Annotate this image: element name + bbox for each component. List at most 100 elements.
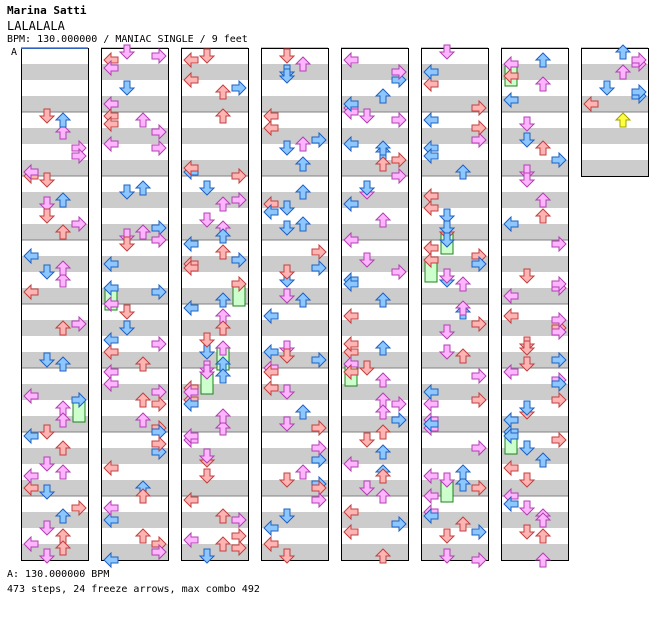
- beat-band: [501, 288, 568, 304]
- beat-band: [21, 240, 88, 256]
- beat-band: [501, 48, 568, 64]
- step-arrow: [54, 528, 72, 544]
- step-arrow: [358, 360, 376, 376]
- chart-stats: 473 steps, 24 freeze arrows, max combo 4…: [7, 584, 260, 595]
- step-arrow: [151, 283, 167, 301]
- step-arrow: [343, 355, 359, 373]
- step-arrow: [438, 232, 456, 248]
- step-arrow: [551, 391, 567, 409]
- step-arrow: [183, 159, 199, 177]
- beat-band: [101, 224, 168, 240]
- step-arrow: [103, 459, 119, 477]
- step-arrow: [503, 307, 519, 325]
- step-arrow: [183, 531, 199, 549]
- bpm-change-marker: A: [11, 47, 18, 58]
- beat-band: [21, 496, 88, 512]
- step-arrow: [374, 88, 392, 104]
- step-arrow: [151, 123, 167, 141]
- beat-band: [501, 128, 568, 144]
- step-arrow: [118, 184, 136, 200]
- step-arrow: [534, 140, 552, 156]
- beat-band: [101, 96, 168, 112]
- beat-band: [101, 144, 168, 160]
- step-arrow: [518, 472, 536, 488]
- step-arrow: [151, 231, 167, 249]
- column-border: [181, 48, 249, 561]
- beat-band: [181, 320, 248, 336]
- beat-band: [261, 512, 328, 528]
- step-arrow: [518, 440, 536, 456]
- step-arrow: [551, 323, 567, 341]
- beat-band: [341, 256, 408, 272]
- step-arrow: [391, 515, 407, 533]
- step-arrow: [38, 520, 56, 536]
- step-arrow: [551, 375, 567, 393]
- beat-band: [181, 224, 248, 240]
- step-arrow: [518, 400, 536, 416]
- step-arrow: [71, 499, 87, 517]
- beat-band: [181, 464, 248, 480]
- step-arrow: [134, 528, 152, 544]
- beat-band: [581, 64, 648, 80]
- step-arrow: [103, 59, 119, 77]
- step-arrow: [214, 408, 232, 424]
- beat-band: [181, 512, 248, 528]
- step-arrow: [54, 224, 72, 240]
- beat-band: [181, 288, 248, 304]
- beat-band: [421, 496, 488, 512]
- beat-band: [261, 480, 328, 496]
- step-arrow: [343, 363, 359, 381]
- step-arrow: [214, 536, 232, 552]
- chart-column: [21, 47, 89, 564]
- step-arrow: [294, 216, 312, 232]
- beat-band: [501, 320, 568, 336]
- beat-band: [101, 528, 168, 544]
- chart-meta: BPM: 130.000000 / MANIAC SINGLE / 9 feet: [7, 34, 248, 45]
- step-arrow: [103, 255, 119, 273]
- step-arrow: [471, 119, 487, 137]
- step-arrow: [423, 415, 439, 433]
- beat-band: [501, 480, 568, 496]
- step-arrow: [118, 80, 136, 96]
- beat-band: [21, 192, 88, 208]
- beat-band: [581, 128, 648, 144]
- step-arrow: [198, 344, 216, 360]
- step-arrow: [583, 95, 599, 113]
- step-arrow: [503, 55, 519, 73]
- step-arrow: [183, 383, 199, 401]
- step-arrow: [214, 196, 232, 212]
- beat-band: [181, 128, 248, 144]
- step-arrow: [278, 472, 296, 488]
- beat-band: [261, 432, 328, 448]
- beat-band: [261, 224, 328, 240]
- step-arrow: [263, 535, 279, 553]
- column-border: [421, 48, 489, 561]
- step-arrow: [231, 251, 247, 269]
- step-arrow: [263, 343, 279, 361]
- beat-band: [501, 240, 568, 256]
- step-arrow: [103, 107, 119, 125]
- beat-band: [501, 448, 568, 464]
- step-arrow: [103, 343, 119, 361]
- beat-band: [101, 272, 168, 288]
- step-arrow: [391, 411, 407, 429]
- step-arrow: [23, 163, 39, 181]
- beat-band: [21, 336, 88, 352]
- step-arrow: [423, 187, 439, 205]
- step-arrow: [471, 551, 487, 569]
- step-arrow: [518, 132, 536, 148]
- step-arrow: [471, 99, 487, 117]
- step-arrow: [231, 539, 247, 557]
- beat-band: [181, 96, 248, 112]
- beat-band: [501, 208, 568, 224]
- step-arrow: [503, 91, 519, 109]
- step-arrow: [358, 252, 376, 268]
- step-arrow: [374, 372, 392, 388]
- step-arrow: [134, 392, 152, 408]
- step-arrow: [358, 180, 376, 196]
- step-arrow: [471, 247, 487, 265]
- step-arrow: [103, 499, 119, 517]
- step-arrow: [374, 548, 392, 564]
- beat-band: [261, 352, 328, 368]
- step-arrow: [343, 95, 359, 113]
